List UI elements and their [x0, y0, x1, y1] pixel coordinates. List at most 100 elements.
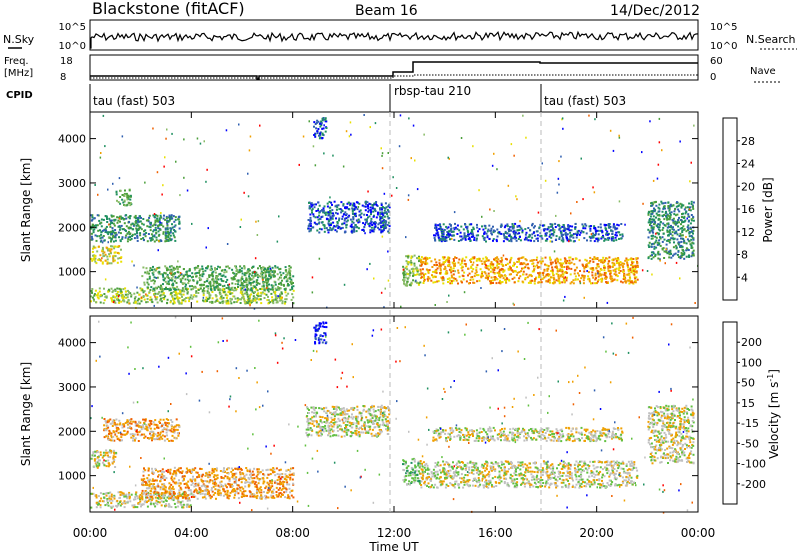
scatter-cell — [379, 211, 382, 214]
scatter-cell — [274, 294, 277, 297]
scatter-cell — [627, 266, 629, 269]
scatter-cell — [98, 235, 101, 238]
scatter-cell — [689, 180, 691, 183]
scatter-cell — [343, 283, 346, 286]
scatter-cell — [587, 271, 590, 274]
scatter-cell — [487, 276, 490, 279]
scatter-cell — [272, 284, 275, 287]
scatter-cell — [556, 191, 559, 194]
scatter-cell — [610, 229, 613, 232]
scatter-cell — [416, 188, 419, 191]
scatter-cell — [101, 236, 104, 239]
scatter-cell — [132, 228, 135, 231]
scatter-cell — [650, 235, 653, 237]
scatter-cell — [503, 226, 506, 229]
scatter-cell — [421, 272, 424, 275]
scatter-cell — [444, 265, 447, 268]
scatter-cell — [290, 278, 293, 281]
scatter-cell — [513, 230, 516, 233]
scatter-cell — [93, 293, 96, 296]
scatter-cell — [593, 191, 596, 194]
scatter-cell — [224, 275, 227, 278]
scatter-cell — [171, 294, 174, 297]
scatter-cell — [650, 245, 653, 248]
scatter-cell — [470, 265, 473, 268]
scatter-cell — [320, 124, 323, 126]
scatter-cell — [561, 237, 564, 239]
scatter-cell — [506, 262, 509, 265]
scatter-cell — [373, 222, 375, 225]
scatter-cell — [663, 205, 666, 208]
scatter-cell — [157, 227, 160, 230]
scatter-cell — [560, 231, 563, 234]
scatter-cell — [424, 260, 427, 263]
scatter-cell — [219, 492, 222, 495]
scatter-cell — [223, 288, 226, 291]
scatter-cell — [481, 225, 483, 228]
scatter-cell — [527, 235, 530, 238]
scatter-cell — [407, 256, 410, 259]
scatter-cell — [204, 269, 207, 272]
scatter-cell — [124, 495, 127, 498]
scatter-cell — [460, 267, 463, 269]
scatter-cell — [656, 241, 659, 244]
scatter-cell — [90, 235, 93, 238]
scatter-cell — [116, 293, 119, 296]
scatter-cell — [519, 275, 522, 278]
scatter-cell — [319, 218, 322, 220]
scatter-cell — [599, 259, 602, 262]
scatter-cell — [610, 275, 613, 278]
scatter-cell — [220, 269, 223, 272]
scatter-cell — [144, 501, 147, 504]
scatter-cell — [149, 502, 152, 505]
scatter-cell — [465, 256, 468, 259]
scatter-cell — [600, 237, 603, 240]
scatter-cell — [667, 240, 670, 242]
scatter-cell — [589, 229, 592, 232]
scatter-cell — [372, 210, 375, 213]
scatter-cell — [440, 240, 443, 243]
scatter-cell — [167, 238, 170, 241]
scatter-cell — [576, 201, 578, 203]
scatter-cell — [141, 503, 143, 506]
scatter-cell — [458, 258, 461, 261]
scatter-cell — [540, 260, 543, 263]
scatter-cell — [257, 482, 260, 485]
scatter-cell — [171, 226, 174, 229]
scatter-cell — [672, 254, 674, 257]
scatter-cell — [692, 249, 695, 252]
scatter-cell — [246, 270, 249, 273]
scatter-cell — [177, 505, 180, 508]
scatter-cell — [166, 128, 168, 131]
scatter-cell — [330, 201, 333, 204]
scatter-cell — [471, 235, 473, 238]
scatter-cell — [127, 293, 130, 296]
scatter-cell — [154, 295, 156, 298]
scatter-cell — [118, 217, 121, 220]
scatter-cell — [505, 264, 507, 266]
scatter-cell — [287, 282, 289, 285]
scatter-cell — [363, 114, 365, 116]
scatter-cell — [478, 257, 481, 260]
scatter-cell — [146, 225, 149, 228]
scatter-cell — [91, 288, 94, 290]
scatter-cell — [255, 288, 258, 291]
scatter-cell — [105, 246, 108, 249]
colorbar-tick-label: 4 — [741, 271, 748, 284]
scatter-cell — [160, 290, 163, 293]
scatter-cell — [388, 206, 391, 209]
scatter-cell — [137, 502, 140, 504]
scatter-cell — [168, 231, 171, 234]
scatter-cell — [174, 292, 177, 294]
scatter-cell — [441, 234, 444, 237]
scatter-cell — [324, 211, 327, 214]
scatter-cell — [91, 216, 94, 219]
scatter-cell — [276, 297, 278, 300]
scatter-cell — [262, 281, 265, 283]
scatter-cell — [128, 189, 131, 192]
scatter-cell — [358, 210, 361, 213]
scatter-cell — [288, 276, 291, 279]
scatter-cell — [188, 298, 191, 300]
scatter-cell — [114, 218, 117, 221]
scatter-cell — [207, 490, 210, 493]
